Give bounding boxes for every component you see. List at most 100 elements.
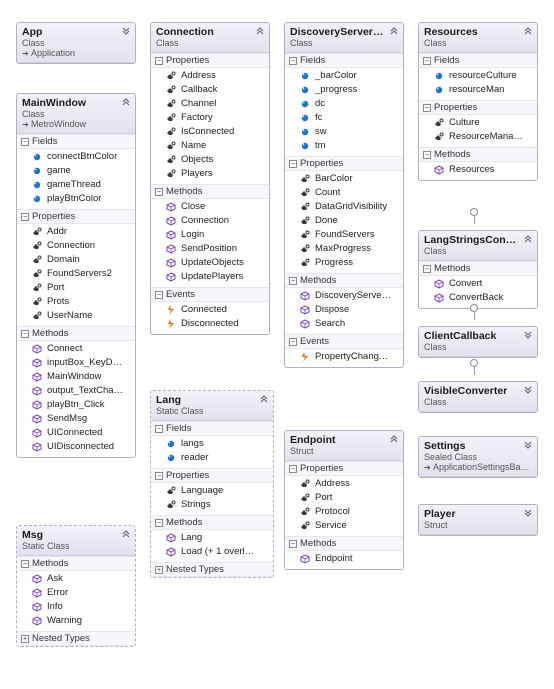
member-item[interactable]: tm [285, 139, 403, 153]
collapse-chevron-icon[interactable] [523, 26, 533, 38]
collapse-toggle-icon[interactable]: − [423, 265, 431, 273]
member-item[interactable]: Info [17, 600, 135, 614]
member-item[interactable]: _barColor [285, 69, 403, 83]
member-item[interactable]: Port [285, 491, 403, 505]
collapse-toggle-icon[interactable]: − [423, 151, 431, 159]
member-item[interactable]: Addr [17, 225, 135, 239]
member-item[interactable]: Error [17, 586, 135, 600]
class-header[interactable]: DiscoveryServer… Class [285, 23, 403, 53]
member-item[interactable]: UIDisconnected [17, 440, 135, 454]
member-item[interactable]: DataGridVisibility [285, 200, 403, 214]
member-item[interactable]: gameThread [17, 178, 135, 192]
section-header-fields[interactable]: −Fields [151, 421, 273, 436]
member-item[interactable]: Connection [151, 214, 269, 228]
collapse-toggle-icon[interactable]: − [423, 104, 431, 112]
class-header[interactable]: App ClassApplication [17, 23, 135, 63]
member-item[interactable]: Objects [151, 153, 269, 167]
member-item[interactable]: Language [151, 484, 273, 498]
member-item[interactable]: Login [151, 228, 269, 242]
member-item[interactable]: sw [285, 125, 403, 139]
section-header-properties[interactable]: −Properties [151, 53, 269, 68]
member-item[interactable]: Lang [151, 531, 273, 545]
class-header[interactable]: Player Struct [419, 505, 537, 535]
member-item[interactable]: Strings [151, 498, 273, 512]
member-item[interactable]: Dispose [285, 303, 403, 317]
member-item[interactable]: Players [151, 167, 269, 181]
member-item[interactable]: _progress [285, 83, 403, 97]
class-box-visibleconverter[interactable]: VisibleConverter Class [418, 381, 538, 413]
member-item[interactable]: Protocol [285, 505, 403, 519]
member-item[interactable]: Ask [17, 572, 135, 586]
member-item[interactable]: UIConnected [17, 426, 135, 440]
collapse-toggle-icon[interactable]: − [289, 465, 297, 473]
section-header-methods[interactable]: −Methods [285, 536, 403, 551]
collapse-toggle-icon[interactable]: − [21, 560, 29, 568]
collapse-toggle-icon[interactable]: − [289, 540, 297, 548]
section-header-properties[interactable]: −Properties [151, 468, 273, 483]
collapse-chevron-icon[interactable] [389, 434, 399, 446]
class-box-mainwindow[interactable]: MainWindow ClassMetroWindow−Fieldsconnec… [16, 93, 136, 458]
member-item[interactable]: UserName [17, 309, 135, 323]
member-item[interactable]: game [17, 164, 135, 178]
member-item[interactable]: MainWindow [17, 370, 135, 384]
class-box-player[interactable]: Player Struct [418, 504, 538, 536]
section-header-events[interactable]: −Events [151, 287, 269, 302]
member-item[interactable]: Service [285, 519, 403, 533]
member-item[interactable]: SendMsg [17, 412, 135, 426]
section-header-properties[interactable]: −Properties [419, 100, 537, 115]
class-box-connection[interactable]: Connection Class−PropertiesAddressCallba… [150, 22, 270, 335]
section-header-methods[interactable]: −Methods [17, 556, 135, 571]
collapse-toggle-icon[interactable]: − [155, 425, 163, 433]
member-item[interactable]: Close [151, 200, 269, 214]
collapse-chevron-icon[interactable] [259, 394, 269, 406]
member-item[interactable]: IsConnected [151, 125, 269, 139]
section-header-methods[interactable]: −Methods [17, 326, 135, 341]
member-item[interactable]: FoundServers2 [17, 267, 135, 281]
member-item[interactable]: playBtnColor [17, 192, 135, 206]
collapse-toggle-icon[interactable]: − [155, 57, 163, 65]
member-item[interactable]: resourceCulture [419, 69, 537, 83]
member-item[interactable]: Progress [285, 256, 403, 270]
expand-toggle-icon[interactable]: + [155, 566, 163, 574]
member-item[interactable]: Port [17, 281, 135, 295]
collapse-chevron-icon[interactable] [255, 26, 265, 38]
class-header[interactable]: Msg Static Class [17, 526, 135, 556]
member-item[interactable]: MaxProgress [285, 242, 403, 256]
section-header-methods[interactable]: −Methods [419, 261, 537, 276]
class-header[interactable]: LangStringsCon… Class [419, 231, 537, 261]
member-item[interactable]: FoundServers [285, 228, 403, 242]
collapse-toggle-icon[interactable]: − [155, 291, 163, 299]
collapse-toggle-icon[interactable]: − [155, 188, 163, 196]
member-item[interactable]: Address [151, 69, 269, 83]
section-header-events[interactable]: −Events [285, 334, 403, 349]
class-header[interactable]: Resources Class [419, 23, 537, 53]
member-item[interactable]: Disconnected [151, 317, 269, 331]
class-box-msg[interactable]: Msg Static Class−MethodsAskErrorInfoWarn… [16, 525, 136, 647]
member-item[interactable]: Search [285, 317, 403, 331]
member-item[interactable]: Count [285, 186, 403, 200]
expand-toggle-icon[interactable]: + [21, 635, 29, 643]
member-item[interactable]: Name [151, 139, 269, 153]
collapse-toggle-icon[interactable]: − [289, 338, 297, 346]
section-header-properties[interactable]: −Properties [17, 209, 135, 224]
collapse-chevron-icon[interactable] [523, 508, 533, 520]
class-header[interactable]: Endpoint Struct [285, 431, 403, 461]
collapse-toggle-icon[interactable]: − [21, 330, 29, 338]
member-item[interactable]: langs [151, 437, 273, 451]
member-item[interactable]: Connect [17, 342, 135, 356]
member-item[interactable]: ResourceMana… [419, 130, 537, 144]
member-item[interactable]: Address [285, 477, 403, 491]
member-item[interactable]: Endpoint [285, 552, 403, 566]
collapse-toggle-icon[interactable]: − [289, 57, 297, 65]
class-header[interactable]: Settings Sealed ClassApplicationSettings… [419, 437, 537, 477]
collapse-chevron-icon[interactable] [523, 330, 533, 342]
member-item[interactable]: Done [285, 214, 403, 228]
collapse-toggle-icon[interactable]: − [21, 138, 29, 146]
member-item[interactable]: reader [151, 451, 273, 465]
class-box-discoveryservers[interactable]: DiscoveryServer… Class−Fields_barColor_p… [284, 22, 404, 368]
collapse-toggle-icon[interactable]: − [289, 277, 297, 285]
class-box-lang[interactable]: Lang Static Class−Fieldslangsreader−Prop… [150, 390, 274, 578]
section-header-fields[interactable]: −Fields [419, 53, 537, 68]
member-item[interactable]: resourceMan [419, 83, 537, 97]
member-item[interactable]: Factory [151, 111, 269, 125]
